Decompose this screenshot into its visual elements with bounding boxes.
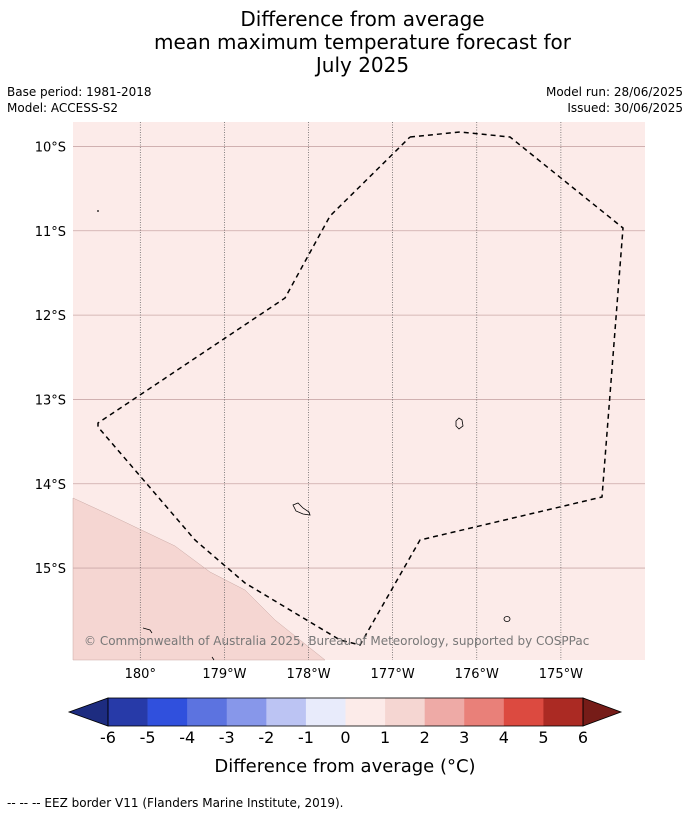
colorbar-segment: [424, 698, 465, 726]
colorbar-segment: [503, 698, 544, 726]
colorbar-segment: [187, 698, 228, 726]
lat-label: 13°S: [35, 393, 66, 408]
base-period: Base period: 1981-2018: [7, 85, 152, 99]
latitude-labels: 10°S 11°S 12°S 13°S 14°S 15°S: [35, 140, 66, 577]
colorbar-segment: [305, 698, 346, 726]
colorbar-label-text: Difference from average (°C): [214, 756, 476, 777]
title-line-3: July 2025: [315, 53, 410, 77]
island-wallis: [292, 502, 311, 516]
colorbar-under-arrow: [67, 697, 109, 727]
colorbar-tick-label: 0: [340, 728, 350, 747]
island-northwest: [97, 210, 99, 212]
island-south-edge: [211, 656, 215, 661]
gridlines: [73, 122, 645, 660]
colorbar-over-arrow: [582, 697, 623, 727]
colorbar-tick-label: 4: [499, 728, 509, 747]
lon-label: 175°W: [539, 667, 583, 682]
colorbar-segment: [345, 698, 386, 726]
colorbar-segment: [266, 698, 307, 726]
colorbar-outline: [107, 697, 584, 727]
lon-label: 177°W: [371, 667, 415, 682]
map-title: Difference from average mean maximum tem…: [0, 8, 690, 77]
colorbar-tick-label: -4: [179, 728, 195, 747]
footer-note: -- -- -- EEZ border V11 (Flanders Marine…: [7, 796, 344, 810]
copyright-notice: © Commonwealth of Australia 2025, Bureau…: [84, 634, 589, 648]
colorbar-tick-label: -5: [140, 728, 156, 747]
colorbar-tick-label: -6: [100, 728, 116, 747]
lon-label: 176°W: [455, 667, 499, 682]
colorbar-tick-label: -3: [219, 728, 235, 747]
colorbar-segment: [147, 698, 188, 726]
map-panel: © Commonwealth of Australia 2025, Bureau…: [72, 122, 645, 661]
lat-label: 10°S: [35, 140, 66, 155]
model-name: Model: ACCESS-S2: [7, 101, 119, 115]
title-line-1: Difference from average: [240, 7, 485, 31]
lon-label: 180°: [125, 667, 156, 682]
eez-border: [97, 131, 624, 646]
lon-label: 179°W: [202, 667, 246, 682]
island-southeast: [503, 616, 511, 622]
longitude-labels: 180° 179°W 178°W 177°W 176°W 175°W: [125, 667, 583, 682]
colorbar-label: Difference from average (°C): [0, 756, 690, 777]
colorbar-tick-label: -1: [298, 728, 314, 747]
lat-label: 14°S: [35, 478, 66, 493]
colorbar: -6 -5 -4 -3 -2 -1 0 1 2 3 4 5 6: [67, 697, 623, 747]
island-north: [455, 417, 464, 430]
meta-left: Base period: 1981-2018 Model: ACCESS-S2: [7, 84, 152, 116]
issued-date: Issued: 30/06/2025: [567, 101, 683, 115]
title-line-2: mean maximum temperature forecast for: [153, 30, 571, 54]
colorbar-tick-label: -2: [258, 728, 274, 747]
colorbar-tick-label: 1: [380, 728, 390, 747]
lat-label: 11°S: [35, 225, 66, 240]
lat-label: 15°S: [35, 562, 66, 577]
colorbar-segment: [385, 698, 425, 726]
lon-label: 178°W: [286, 667, 330, 682]
colorbar-segment: [108, 698, 148, 726]
colorbar-tick-label: 3: [459, 728, 469, 747]
colorbar-tick-label: 5: [538, 728, 548, 747]
warm-anomaly-region: [72, 497, 326, 661]
model-run: Model run: 28/06/2025: [545, 85, 683, 99]
meta-right: Model run: 28/06/2025 Issued: 30/06/2025: [546, 84, 683, 116]
colorbar-tick-label: 6: [578, 728, 588, 747]
colorbar-segment: [543, 698, 584, 726]
colorbar-segment: [226, 698, 267, 726]
colorbar-segment: [464, 698, 505, 726]
lat-label: 12°S: [35, 309, 66, 324]
island-southwest: [142, 627, 153, 634]
colorbar-tick-label: 2: [420, 728, 430, 747]
